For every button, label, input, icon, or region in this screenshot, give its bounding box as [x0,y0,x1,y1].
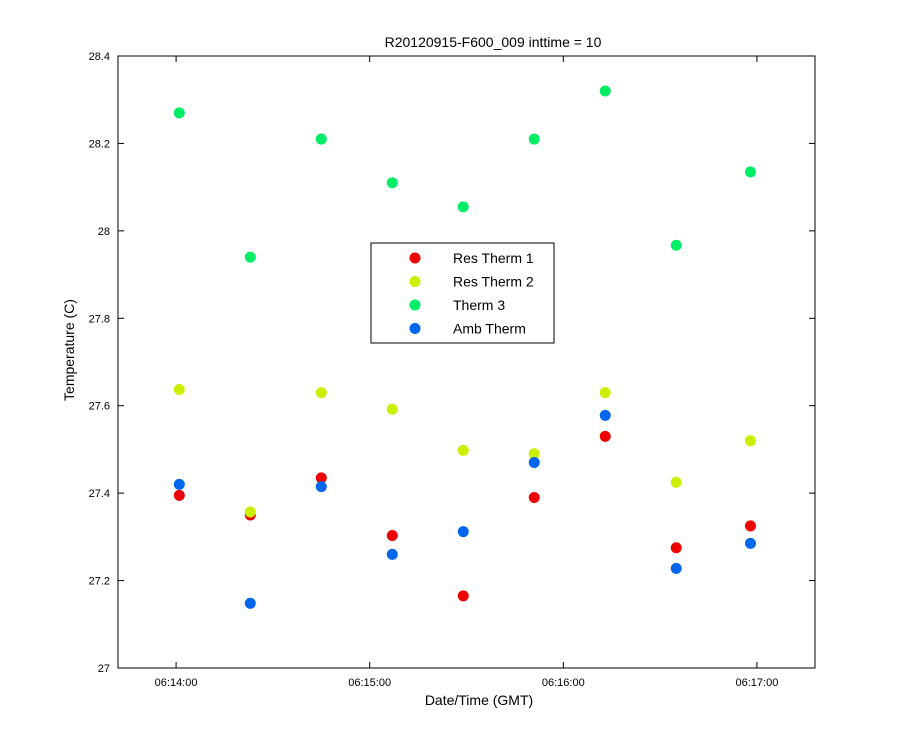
point-therm-3 [528,133,540,145]
x-tick-label: 06:14:00 [155,677,198,689]
point-amb-therm [173,478,185,490]
legend-label-amb-therm: Amb Therm [453,321,526,337]
point-amb-therm [457,526,469,538]
point-res-therm-1 [173,489,185,501]
point-therm-3 [244,251,256,263]
point-amb-therm [315,481,327,493]
point-res-therm-1 [599,430,611,442]
point-res-therm-2 [244,506,256,518]
legend-box [370,242,555,344]
x-tick-label: 06:17:00 [736,677,779,689]
point-amb-therm [744,537,756,549]
point-amb-therm [528,457,540,469]
point-res-therm-2 [599,387,611,399]
x-axis-title: Date/Time (GMT) [425,692,533,708]
legend-marker-therm-3 [409,299,421,311]
point-res-therm-1 [528,492,540,504]
point-res-therm-2 [528,448,540,460]
point-therm-3 [670,239,682,251]
y-tick-label: 27.6 [89,401,110,413]
point-amb-therm [244,597,256,609]
y-tick-label: 27 [98,663,110,675]
point-amb-therm [386,548,398,560]
legend-label-res-therm-2: Res Therm 2 [453,274,534,290]
chart-title: R20120915-F600_009 inttime = 10 [385,34,602,50]
point-res-therm-2 [315,387,327,399]
point-therm-3 [315,133,327,145]
point-res-therm-1 [386,530,398,542]
y-tick-label: 27.8 [89,313,110,325]
point-res-therm-2 [173,384,185,396]
point-res-therm-1 [315,472,327,484]
point-therm-3 [744,166,756,178]
legend-marker-res-therm-1 [409,252,421,264]
y-tick-label: 28 [98,226,110,238]
x-axis: 06:14:00 06:15:00 06:16:00 06:17:00 [155,56,779,689]
point-therm-3 [173,107,185,119]
point-therm-3 [386,177,398,189]
point-res-therm-1 [457,590,469,602]
legend-marker-amb-therm [409,323,421,334]
data-points [173,85,756,609]
x-tick-label: 06:15:00 [348,677,391,689]
point-res-therm-1 [744,520,756,532]
legend-label-res-therm-1: Res Therm 1 [453,250,534,266]
plot-area [117,55,816,669]
y-axis-title: Temperature (C) [61,299,77,401]
legend-marker-res-therm-2 [409,276,421,287]
y-tick-label: 27.4 [89,488,110,500]
y-tick-label: 27.2 [89,576,110,588]
legend-label-therm-3: Therm 3 [453,297,505,313]
point-res-therm-2 [386,403,398,415]
y-tick-label: 28.4 [89,51,110,63]
x-tick-label: 06:16:00 [542,677,585,689]
y-axis: 27 27.2 27.4 27.6 27.8 28 28.2 28.4 [89,51,815,675]
point-res-therm-1 [670,542,682,554]
y-tick-label: 28.2 [89,138,110,150]
point-amb-therm [599,409,611,421]
point-res-therm-2 [457,444,469,456]
point-therm-3 [599,85,611,97]
legend: Res Therm 1 Res Therm 2 Therm 3 Amb Therm [370,242,555,344]
point-res-therm-2 [670,476,682,488]
point-therm-3 [457,201,469,213]
point-res-therm-2 [744,435,756,447]
point-amb-therm [670,562,682,574]
